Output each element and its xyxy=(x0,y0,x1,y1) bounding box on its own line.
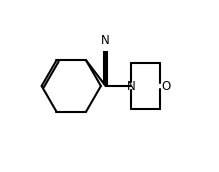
Text: N: N xyxy=(101,34,110,47)
Text: N: N xyxy=(127,79,136,93)
Text: O: O xyxy=(161,79,171,93)
